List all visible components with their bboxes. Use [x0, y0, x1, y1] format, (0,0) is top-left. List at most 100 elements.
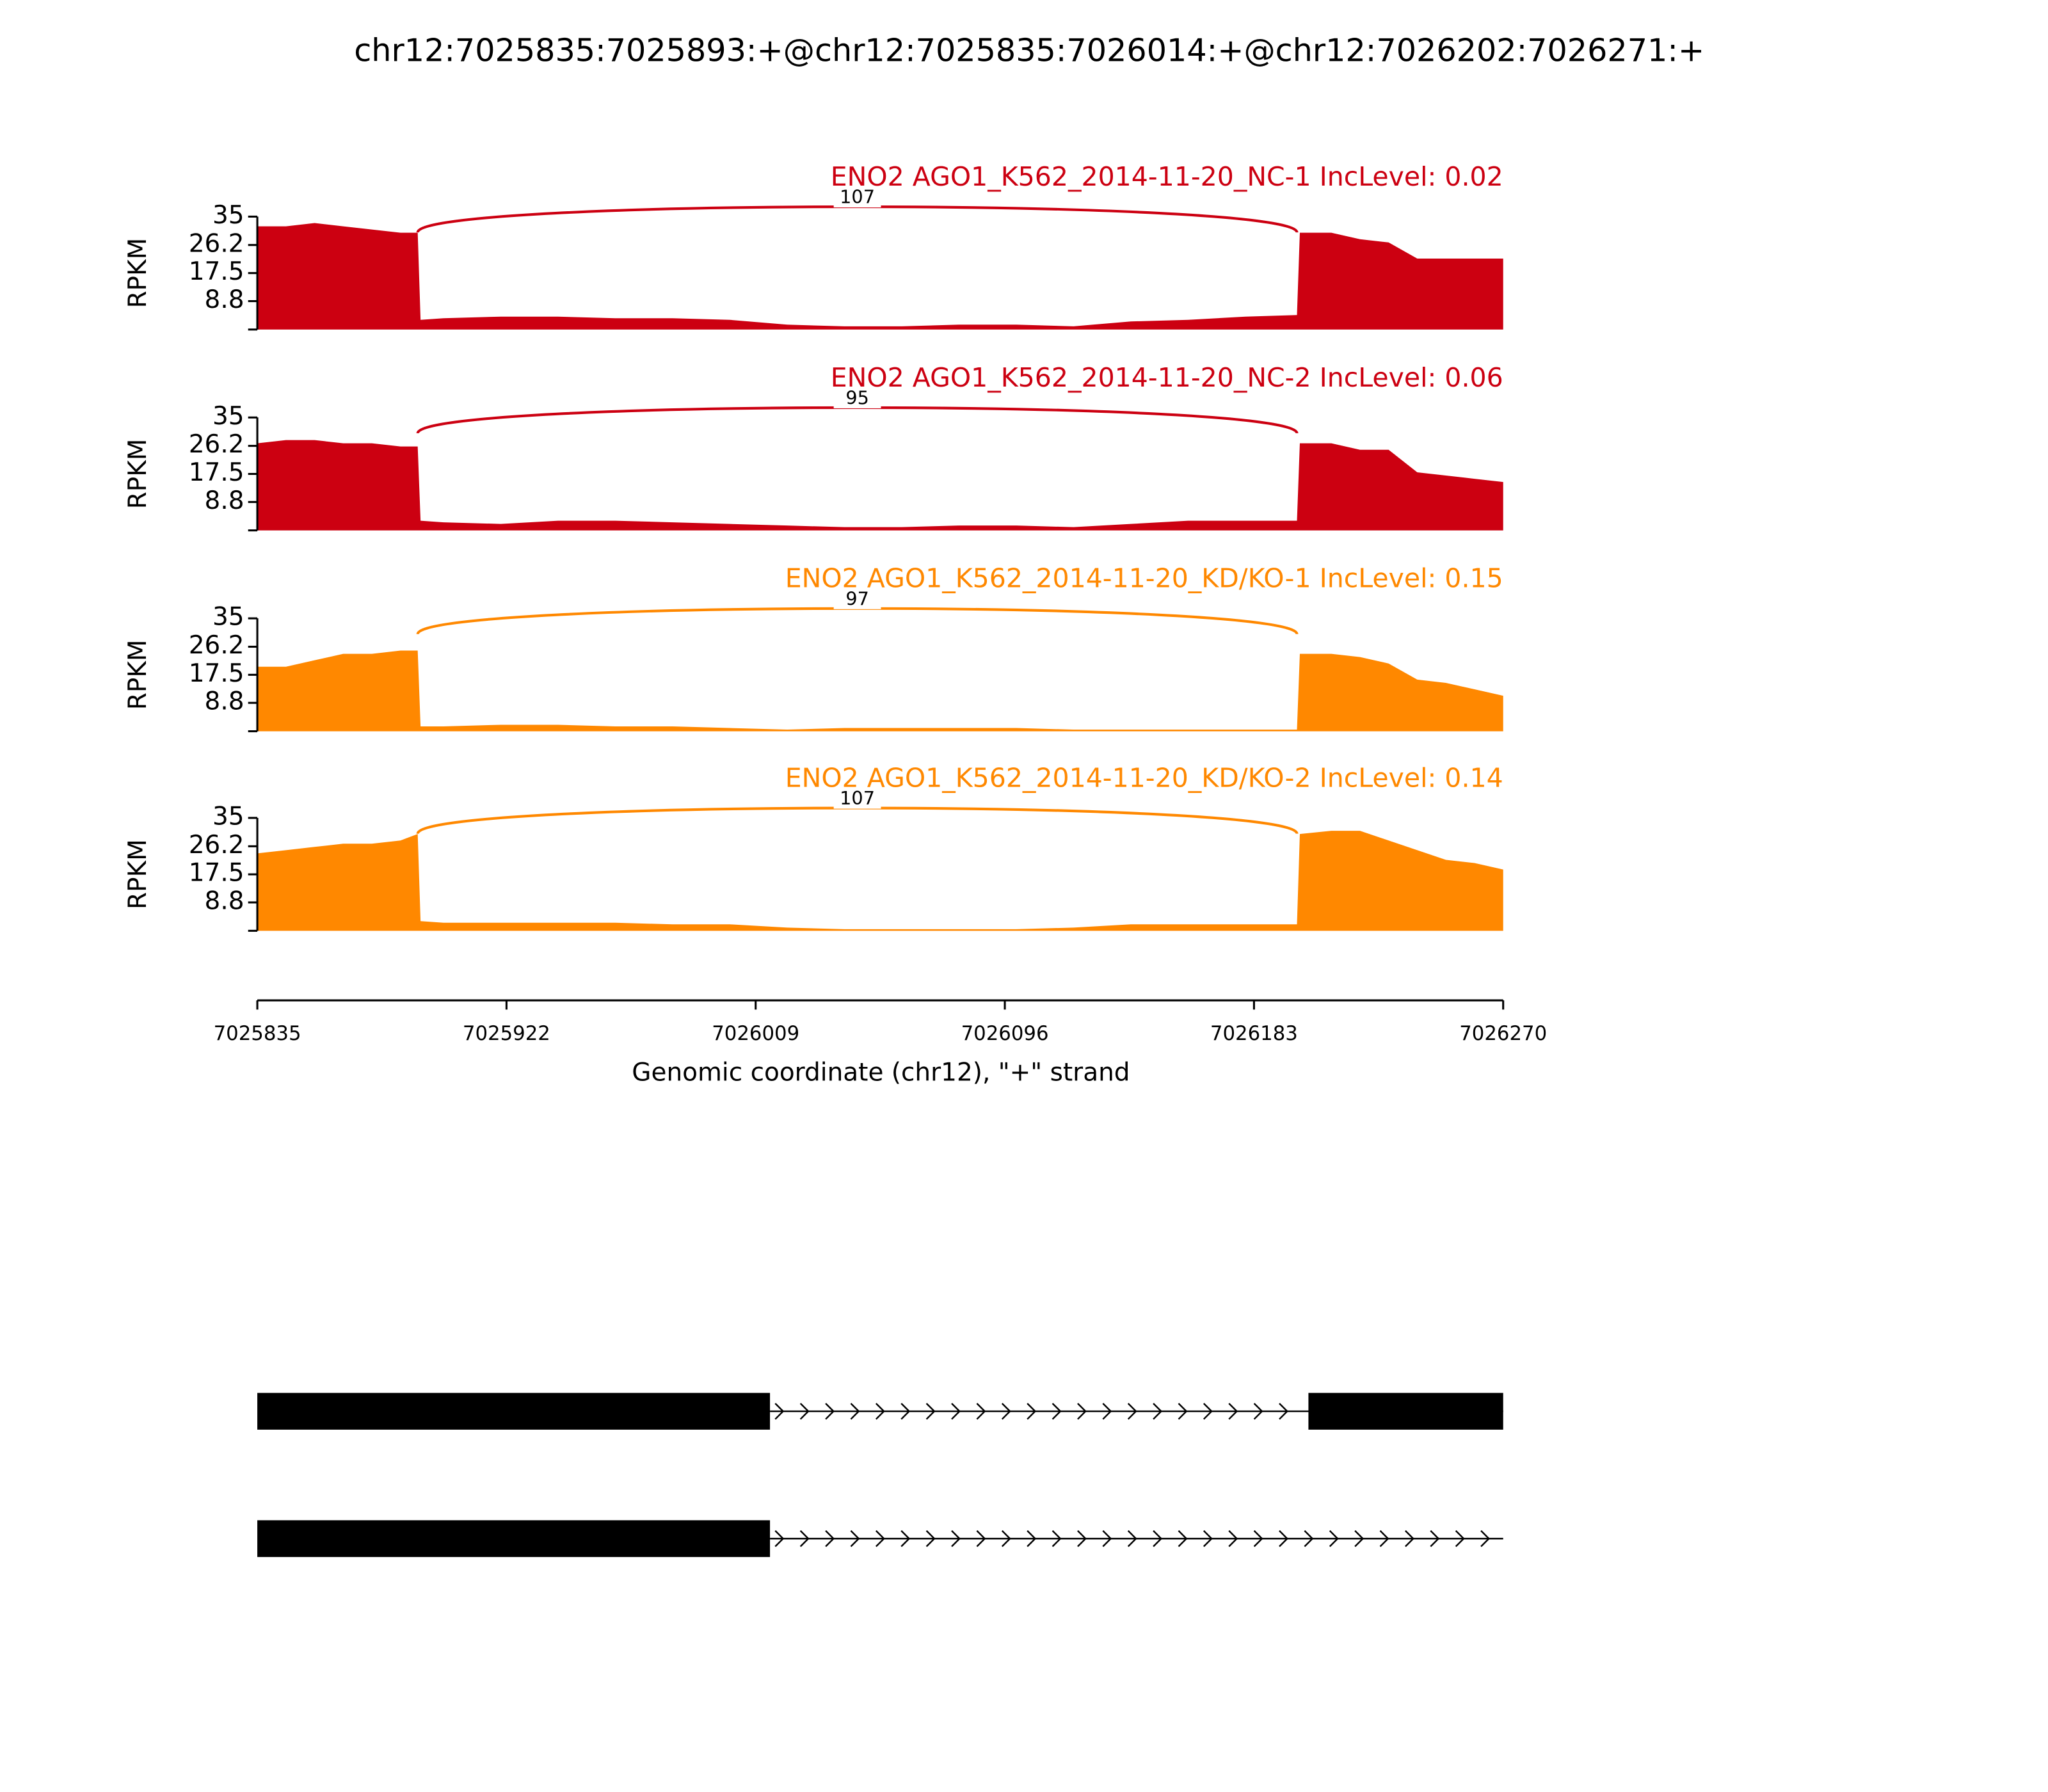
strand-chevron	[850, 1530, 860, 1548]
coverage-area	[257, 223, 1503, 330]
strand-chevron	[1430, 1530, 1440, 1548]
x-tick-label: 7026183	[1210, 1022, 1298, 1045]
strand-chevron	[1077, 1530, 1087, 1548]
strand-chevron	[1203, 1402, 1213, 1420]
y-axis-label: RPKM	[124, 439, 152, 509]
y-tick-label: 26.2	[189, 430, 244, 459]
strand-chevron	[1329, 1530, 1339, 1548]
panel-title: ENO2 AGO1_K562_2014-11-20_NC-1 IncLevel:…	[831, 161, 1503, 192]
strand-chevron	[825, 1530, 835, 1548]
y-tick-label: 17.5	[189, 659, 244, 688]
strand-chevron	[976, 1402, 986, 1420]
strand-chevron	[1253, 1402, 1263, 1420]
strand-chevron	[774, 1530, 785, 1548]
strand-chevron	[1027, 1402, 1037, 1420]
strand-chevron	[1102, 1402, 1112, 1420]
strand-chevron	[875, 1530, 885, 1548]
exon	[257, 1520, 771, 1557]
coverage-area	[257, 440, 1503, 531]
x-tick-label: 7025922	[463, 1022, 550, 1045]
coverage-area	[257, 831, 1503, 931]
strand-chevron	[1178, 1402, 1188, 1420]
y-tick-label: 35	[212, 402, 244, 431]
y-tick-label: 17.5	[189, 257, 244, 286]
junction-count: 95	[845, 387, 869, 409]
panel-title: ENO2 AGO1_K562_2014-11-20_NC-2 IncLevel:…	[831, 362, 1503, 393]
strand-chevron	[1405, 1530, 1414, 1548]
y-tick-label: 35	[212, 802, 244, 831]
strand-chevron	[1455, 1530, 1465, 1548]
strand-chevron	[1253, 1530, 1263, 1548]
strand-chevron	[951, 1530, 961, 1548]
strand-chevron	[1228, 1402, 1238, 1420]
y-tick-label: 17.5	[189, 458, 244, 487]
y-tick-label: 8.8	[205, 285, 244, 314]
y-tick-label: 8.8	[205, 486, 244, 515]
strand-chevron	[1153, 1530, 1163, 1548]
exon	[1308, 1393, 1503, 1430]
strand-chevron	[976, 1530, 986, 1548]
strand-chevron	[825, 1402, 835, 1420]
x-tick-label: 7026009	[712, 1022, 799, 1045]
strand-chevron	[1228, 1530, 1238, 1548]
strand-chevron	[1153, 1402, 1163, 1420]
strand-chevron	[1052, 1530, 1062, 1548]
strand-chevron	[1379, 1530, 1389, 1548]
junction-label-bg	[833, 388, 881, 408]
panel-title: ENO2 AGO1_K562_2014-11-20_KD/KO-2 IncLev…	[785, 762, 1503, 793]
y-tick-label: 35	[212, 603, 244, 632]
y-axis-label: RPKM	[124, 839, 152, 909]
y-tick-label: 8.8	[205, 887, 244, 916]
strand-chevron	[1127, 1530, 1137, 1548]
junction-label-bg	[833, 589, 881, 609]
strand-chevron	[1178, 1530, 1188, 1548]
strand-chevron	[799, 1402, 810, 1420]
strand-chevron	[1203, 1530, 1213, 1548]
y-tick-label: 26.2	[189, 831, 244, 860]
strand-chevron	[1052, 1402, 1062, 1420]
y-axis-label: RPKM	[124, 238, 152, 308]
strand-chevron	[875, 1402, 885, 1420]
strand-chevron	[1102, 1530, 1112, 1548]
x-tick-label: 7025835	[214, 1022, 301, 1045]
strand-chevron	[1480, 1530, 1491, 1548]
junction-count: 107	[840, 787, 875, 809]
exon	[257, 1393, 771, 1430]
y-tick-label: 8.8	[205, 687, 244, 716]
strand-chevron	[1354, 1530, 1364, 1548]
y-tick-label: 35	[212, 201, 244, 230]
x-tick-label: 7026270	[1459, 1022, 1547, 1045]
strand-chevron	[1304, 1530, 1314, 1548]
junction-arc	[416, 607, 1299, 635]
junction-arc	[416, 406, 1299, 434]
junction-label-bg	[833, 188, 881, 208]
strand-chevron	[925, 1402, 936, 1420]
y-tick-label: 17.5	[189, 859, 244, 888]
y-tick-label: 26.2	[189, 631, 244, 660]
junction-count: 107	[840, 186, 875, 208]
strand-chevron	[850, 1402, 860, 1420]
strand-chevron	[1279, 1402, 1289, 1420]
strand-chevron	[799, 1530, 810, 1548]
x-axis-label: Genomic coordinate (chr12), "+" strand	[632, 1058, 1130, 1087]
junction-arc	[416, 806, 1299, 835]
strand-chevron	[1027, 1530, 1037, 1548]
strand-chevron	[1001, 1530, 1011, 1548]
junction-arc	[416, 205, 1299, 234]
y-axis-label: RPKM	[124, 639, 152, 710]
panel-title: ENO2 AGO1_K562_2014-11-20_KD/KO-1 IncLev…	[785, 563, 1503, 594]
strand-chevron	[1279, 1530, 1289, 1548]
coverage-area	[257, 650, 1503, 732]
junction-count: 97	[845, 588, 869, 609]
x-tick-label: 7026096	[961, 1022, 1049, 1045]
strand-chevron	[1001, 1402, 1011, 1420]
strand-chevron	[925, 1530, 936, 1548]
strand-chevron	[1127, 1402, 1137, 1420]
y-tick-label: 26.2	[189, 229, 244, 258]
junction-label-bg	[833, 788, 881, 809]
strand-chevron	[951, 1402, 961, 1420]
strand-chevron	[900, 1530, 911, 1548]
figure-title: chr12:7025835:7025893:+@chr12:7025835:70…	[354, 32, 1704, 69]
